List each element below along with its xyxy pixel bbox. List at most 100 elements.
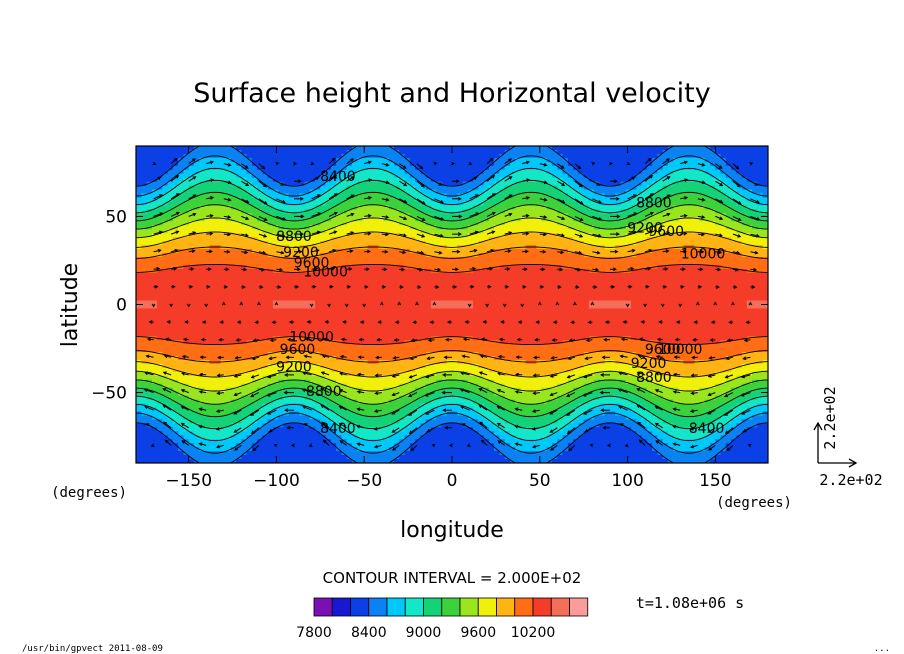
velocity-arrow (461, 354, 470, 359)
contour-label: 9200 (627, 220, 663, 236)
contour-label: 10000 (681, 247, 726, 263)
velocity-arrow (732, 180, 741, 188)
velocity-arrow (283, 390, 294, 395)
velocity-arrow (627, 248, 636, 253)
velocity-arrow (276, 215, 287, 221)
velocity-arrow (532, 373, 540, 378)
velocity-arrow (188, 176, 197, 182)
velocity-arrow (186, 303, 191, 308)
velocity-arrow (276, 267, 284, 272)
velocity-arrow (638, 337, 646, 342)
velocity-arrow (662, 249, 670, 254)
velocity-arrow (206, 214, 214, 218)
velocity-arrow (697, 163, 706, 167)
velocity-arrow (549, 392, 558, 397)
velocity-arrow (674, 337, 681, 342)
velocity-arrow (610, 267, 617, 272)
velocity-arrow (375, 355, 382, 360)
velocity-arrow (599, 390, 610, 395)
velocity-arrow (745, 320, 751, 325)
velocity-arrow (750, 250, 759, 255)
velocity-arrow (725, 356, 734, 361)
velocity-arrow (592, 215, 603, 221)
velocity-arrow (434, 250, 443, 255)
velocity-arrow (215, 409, 224, 413)
velocity-arrow (206, 231, 214, 236)
velocity-arrow (498, 337, 505, 342)
y-unit-label: (degrees) (51, 485, 127, 501)
velocity-arrow (566, 427, 576, 435)
velocity-arrow (442, 373, 452, 377)
velocity-arrow (233, 409, 242, 415)
velocity-arrow (749, 161, 754, 166)
velocity-arrow (150, 443, 155, 448)
velocity-arrow (504, 158, 512, 165)
contour-line (136, 146, 768, 463)
velocity-arrow (636, 388, 646, 394)
velocity-arrow (740, 409, 751, 415)
velocity-arrow (708, 355, 716, 360)
velocity-arrow (252, 338, 259, 343)
velocity-arrow (627, 176, 636, 182)
velocity-arrow (393, 338, 400, 342)
velocity-arrow (294, 285, 300, 289)
velocity-arrow (606, 443, 611, 448)
legend-swatch (386, 597, 406, 617)
velocity-arrow (557, 285, 562, 289)
velocity-arrow (522, 284, 527, 289)
velocity-arrow (339, 354, 347, 359)
velocity-arrow (364, 284, 369, 289)
velocity-arrow (567, 356, 576, 361)
velocity-arrow (356, 372, 365, 377)
velocity-arrow (381, 163, 390, 167)
velocity-arrow (695, 301, 700, 306)
y-tick-label: −50 (91, 384, 127, 404)
velocity-arrow (469, 194, 480, 200)
velocity-arrow (181, 440, 189, 446)
legend-swatch (569, 597, 589, 617)
velocity-arrow (539, 215, 548, 219)
velocity-arrow (199, 355, 207, 360)
velocity-arrow (624, 443, 629, 448)
contour-line (136, 217, 768, 392)
velocity-arrow (750, 233, 760, 238)
velocity-arrow (145, 423, 154, 429)
velocity-arrow (715, 285, 720, 289)
velocity-arrow (602, 425, 610, 430)
y-tick-label: 50 (105, 207, 127, 227)
contour-label: 9600 (648, 224, 684, 240)
velocity-arrow (522, 214, 530, 218)
velocity-arrow (655, 372, 663, 376)
velocity-arrow (551, 338, 558, 342)
velocity-arrow (574, 233, 584, 238)
velocity-arrow (241, 198, 250, 204)
velocity-arrow (304, 337, 312, 342)
velocity-arrow (531, 409, 540, 413)
contour-label: 8400 (689, 421, 725, 437)
velocity-arrow (391, 427, 400, 433)
velocity-arrow (399, 250, 407, 255)
velocity-arrow (268, 427, 277, 433)
velocity-arrow (656, 337, 663, 342)
velocity-arrow (625, 303, 630, 308)
velocity-arrow (306, 320, 312, 324)
velocity-arrow (522, 196, 531, 200)
velocity-arrow (644, 248, 653, 253)
legend-swatch (459, 597, 479, 617)
contour-line (136, 231, 768, 378)
velocity-arrow (658, 320, 663, 324)
footer-left: /usr/bin/gpvect 2011-08-09 (22, 644, 163, 654)
vector-reference-y-label: 2.2e+02 (821, 386, 839, 449)
velocity-arrow (164, 439, 172, 446)
velocity-arrow (145, 354, 154, 359)
velocity-arrow (181, 354, 189, 359)
x-tick-label: 100 (611, 471, 643, 491)
velocity-arrow (747, 443, 752, 448)
velocity-arrow (731, 301, 735, 306)
velocity-arrow (302, 405, 312, 411)
velocity-arrow (180, 422, 189, 429)
velocity-arrow (486, 193, 496, 200)
velocity-arrow (486, 157, 494, 164)
velocity-arrow (169, 303, 173, 308)
velocity-arrow (557, 233, 565, 237)
